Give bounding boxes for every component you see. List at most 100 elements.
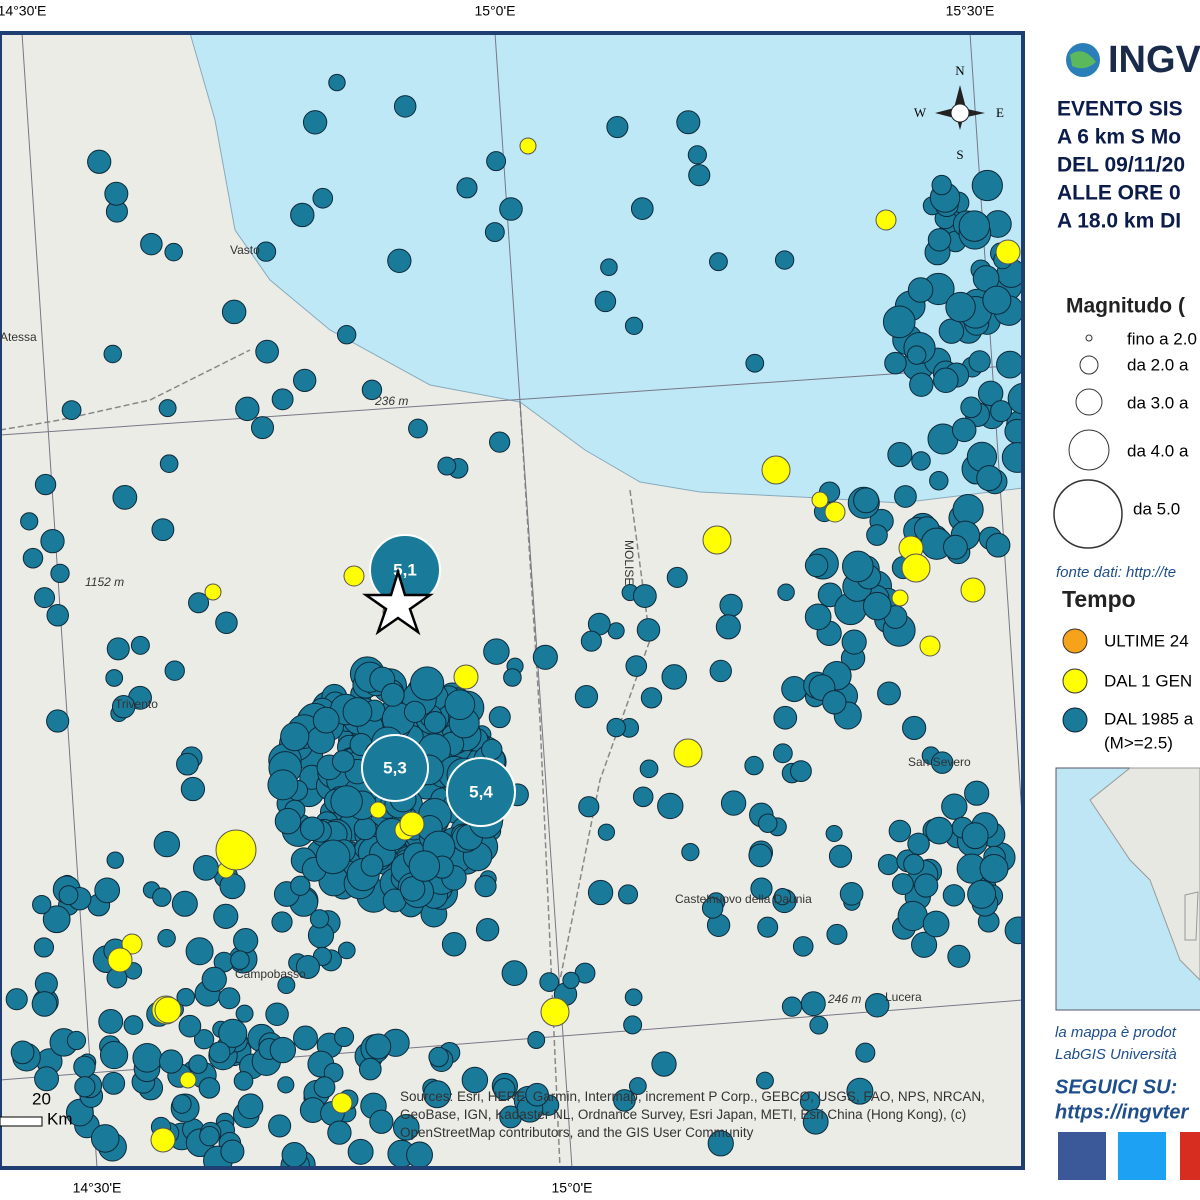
event-dot	[336, 325, 357, 345]
event-dot	[104, 181, 129, 206]
event-dot	[176, 752, 199, 776]
event-dot	[624, 988, 643, 1007]
event-dot	[230, 950, 250, 970]
event-dot	[947, 944, 971, 968]
event-dot	[74, 1076, 96, 1098]
event-dot	[951, 417, 977, 443]
event-dot	[897, 900, 928, 932]
event-dot	[630, 197, 654, 220]
twitter-icon[interactable]	[1118, 1132, 1166, 1180]
scale-unit: Km	[47, 1109, 73, 1128]
event-dot	[891, 873, 914, 896]
event-dot	[265, 1002, 289, 1026]
event-dot	[312, 187, 334, 209]
event-dot	[968, 350, 991, 373]
event-dot	[343, 565, 365, 587]
event-dot	[933, 367, 959, 394]
event-dot	[574, 685, 599, 709]
event-dot	[822, 690, 847, 715]
event-dot	[489, 431, 511, 453]
event-dot	[828, 844, 853, 868]
event-dot	[201, 966, 227, 993]
event-dot	[606, 717, 626, 738]
event-dot	[809, 1015, 829, 1035]
event-dot	[94, 877, 121, 904]
event-dot	[826, 923, 848, 945]
event-dot	[804, 553, 829, 578]
event-dot	[792, 936, 814, 957]
event-dot	[188, 592, 210, 614]
event-dot	[661, 664, 688, 690]
event-dot	[600, 258, 618, 277]
event-dot	[365, 1033, 392, 1060]
event-dot	[444, 689, 476, 721]
coord-label: 15°0'E	[552, 1180, 593, 1196]
event-dot	[255, 241, 277, 262]
event-dot	[967, 879, 997, 909]
event-dot	[347, 1138, 374, 1165]
event-dot	[839, 881, 864, 906]
event-dot	[594, 290, 617, 313]
event-dot	[715, 614, 741, 640]
elevation: 246 m	[827, 992, 861, 1006]
event-dot	[580, 630, 602, 652]
legend-item: fino a 2.0	[1127, 329, 1197, 348]
place: Trivento	[115, 697, 158, 711]
event-dot	[773, 705, 798, 730]
event-dot	[979, 854, 1009, 883]
event-dot	[315, 839, 351, 875]
url[interactable]: https://ingvter	[1055, 1101, 1190, 1123]
event-dot	[179, 1071, 197, 1089]
event-dot	[825, 824, 843, 843]
place: Castelnuovo della Daunia	[675, 892, 812, 906]
event-dot	[636, 618, 661, 642]
event-dot	[745, 353, 765, 373]
event-dot	[1004, 418, 1023, 444]
event-dot	[639, 759, 659, 779]
legend-item: (M>=2.5)	[1104, 733, 1173, 752]
event-dot	[919, 635, 941, 657]
event-dot	[271, 911, 293, 933]
event-dot	[901, 553, 931, 583]
event-dot	[198, 1077, 221, 1099]
event-dot	[862, 591, 892, 621]
event-dot	[877, 853, 900, 876]
event-dot	[623, 1015, 643, 1035]
event-dot	[744, 755, 764, 776]
event-dot	[188, 1054, 208, 1074]
facebook-icon[interactable]	[1058, 1132, 1106, 1180]
event-dot	[618, 884, 639, 905]
event-dot	[423, 1080, 452, 1109]
event-dot	[302, 110, 328, 135]
logo: INGV	[1108, 39, 1200, 81]
major-event	[446, 757, 516, 827]
event-dot	[941, 793, 968, 820]
event-dot	[353, 817, 377, 841]
event-dot	[180, 776, 206, 802]
event-dot	[864, 993, 890, 1018]
youtube-icon[interactable]	[1180, 1132, 1200, 1180]
event-dot	[887, 442, 913, 468]
event-dot	[687, 145, 707, 165]
event-dot	[800, 991, 826, 1017]
event-dot	[866, 524, 888, 546]
event-line: EVENTO SIS	[1057, 98, 1183, 121]
event-dot	[309, 909, 330, 929]
event-dot	[154, 996, 182, 1024]
event-dot	[461, 1066, 489, 1094]
event-dot	[790, 760, 812, 783]
event-dot	[360, 853, 384, 877]
event-dot	[290, 875, 311, 896]
event-dot	[111, 695, 136, 719]
event-dot	[20, 512, 39, 531]
event-dot	[237, 1093, 264, 1120]
event-dot	[930, 751, 954, 774]
event-dot	[34, 587, 56, 609]
attribution: Sources: Esri, HERE, Garmin, Intermap, i…	[400, 1089, 985, 1140]
event-dot	[902, 715, 927, 741]
event-dot	[719, 593, 743, 618]
event-dot	[483, 638, 510, 665]
event-dot	[337, 941, 356, 960]
event-dot	[268, 1114, 292, 1138]
credit: la mappa è prodot	[1055, 1024, 1177, 1041]
